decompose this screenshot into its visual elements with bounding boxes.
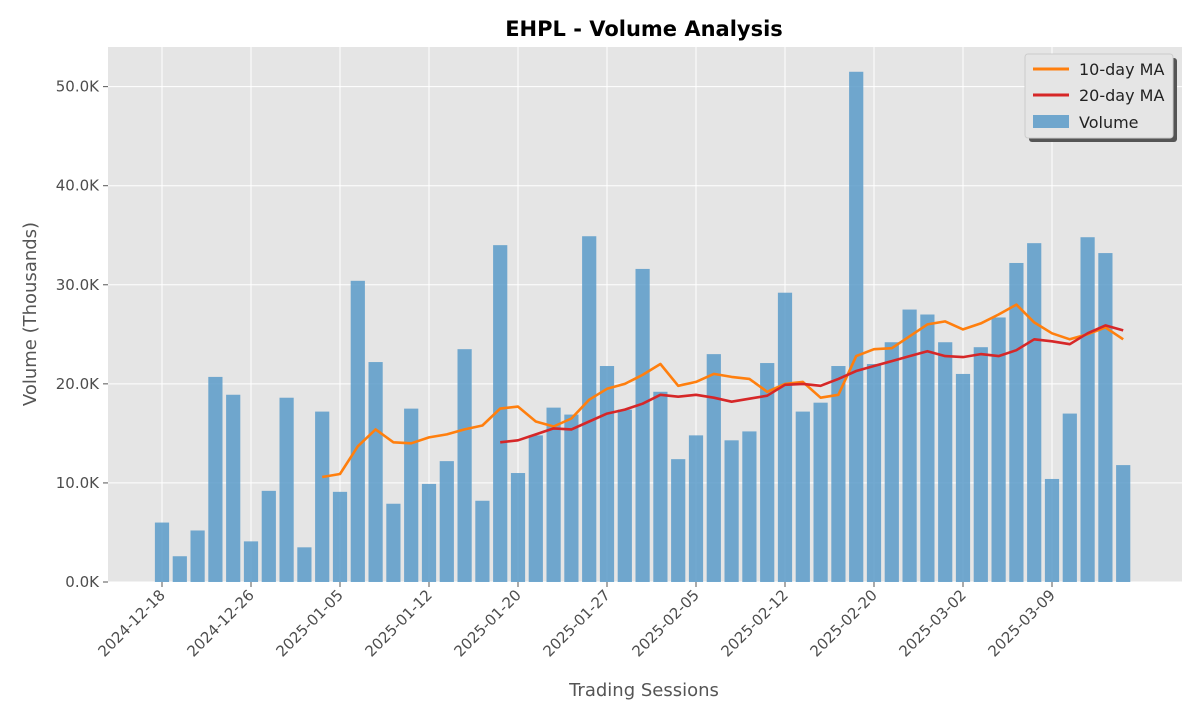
volume-bar	[439, 461, 454, 582]
moving-average-lines	[321, 303, 1124, 479]
chart-title: EHPL - Volume Analysis	[505, 17, 783, 41]
volume-bar	[599, 366, 615, 582]
volume-bar	[991, 317, 1006, 582]
volume-bar	[653, 391, 668, 582]
legend: 10-day MA 20-day MA Volume	[1024, 53, 1177, 142]
volume-bar	[706, 354, 721, 582]
volume-bar	[261, 490, 276, 582]
x-tick-label: 2025-02-20	[806, 586, 880, 660]
x-tick-label: 2025-01-05	[272, 586, 346, 660]
volume-bar	[279, 397, 294, 582]
volume-bar	[528, 435, 543, 582]
volume-bar	[208, 376, 223, 582]
x-tick-label: 2025-03-09	[984, 586, 1058, 660]
volume-bar	[493, 245, 508, 583]
y-tick-label: 40.0K	[56, 177, 100, 195]
volume-bar	[190, 530, 205, 582]
volume-bar	[582, 236, 597, 582]
volume-bar	[973, 347, 988, 582]
volume-bar	[368, 362, 383, 582]
volume-bar	[813, 402, 828, 582]
volume-bar	[1080, 237, 1095, 582]
y-tick-label: 20.0K	[56, 375, 100, 393]
ma10-line	[321, 303, 1124, 479]
volume-bar	[475, 500, 490, 582]
x-tick-label: 2024-12-18	[94, 586, 168, 660]
volume-bar	[902, 309, 917, 582]
volume-bar	[1027, 243, 1042, 582]
legend-swatch-volume	[1033, 115, 1069, 128]
x-tick-label: 2025-03-02	[895, 586, 969, 660]
volume-bar	[1062, 413, 1077, 582]
volume-bar	[154, 522, 170, 582]
y-tick-label: 0.0K	[65, 573, 100, 591]
volume-bar	[795, 411, 810, 582]
volume-bar	[564, 414, 579, 582]
x-tick-label: 2025-02-12	[717, 586, 791, 660]
volume-bar	[724, 440, 739, 582]
volume-bar	[510, 473, 526, 582]
volume-bar	[955, 373, 971, 582]
volume-bar	[332, 491, 348, 582]
volume-bar	[226, 394, 241, 582]
x-tick-label: 2025-01-20	[450, 586, 524, 660]
x-tick-label: 2025-01-27	[539, 586, 613, 660]
volume-bar	[742, 431, 757, 582]
volume-bar	[1009, 262, 1024, 582]
x-axis-ticks: 2024-12-18 2024-12-26 2025-01-05 2025-01-12…	[94, 582, 1059, 660]
volume-bar	[297, 547, 312, 582]
y-tick-label: 30.0K	[56, 276, 100, 294]
volume-bar	[1044, 478, 1060, 582]
volume-bar	[617, 409, 632, 582]
x-tick-label: 2024-12-26	[183, 586, 257, 660]
legend-label-10-day-ma: 10-day MA	[1079, 60, 1164, 79]
x-tick-label: 2025-01-12	[361, 586, 435, 660]
volume-bar	[1116, 465, 1131, 582]
volume-bar	[421, 483, 437, 582]
volume-bar	[546, 407, 561, 582]
volume-bar	[243, 541, 259, 582]
volume-bar	[688, 435, 704, 582]
volume-bar	[350, 280, 365, 582]
x-tick-label: 2025-02-05	[628, 586, 702, 660]
x-axis-title: Trading Sessions	[568, 680, 719, 701]
y-tick-label: 50.0K	[56, 78, 100, 96]
volume-bar	[884, 342, 899, 582]
volume-bar	[849, 71, 864, 582]
volume-bar	[760, 363, 775, 582]
volume-bar	[457, 349, 472, 582]
volume-bar	[172, 556, 187, 582]
legend-label-volume: Volume	[1079, 113, 1139, 132]
volume-bar	[671, 459, 686, 582]
volume-bars	[154, 71, 1131, 583]
volume-bar	[404, 408, 419, 582]
y-axis-ticks: 0.0K 10.0K 20.0K 30.0K 40.0K 50.0K	[56, 78, 108, 591]
y-tick-label: 10.0K	[56, 474, 100, 492]
ma20-line	[500, 324, 1124, 444]
volume-bar	[938, 342, 953, 582]
volume-bar	[315, 411, 330, 582]
volume-bar	[866, 364, 882, 582]
volume-bar	[386, 503, 401, 582]
volume-bar	[831, 366, 846, 582]
volume-bar	[777, 292, 793, 582]
y-axis-title: Volume (Thousands)	[20, 222, 41, 406]
volume-bar	[1098, 253, 1113, 582]
volume-bar	[635, 268, 650, 582]
volume-bar	[920, 314, 935, 582]
legend-label-20-day-ma: 20-day MA	[1079, 86, 1164, 105]
